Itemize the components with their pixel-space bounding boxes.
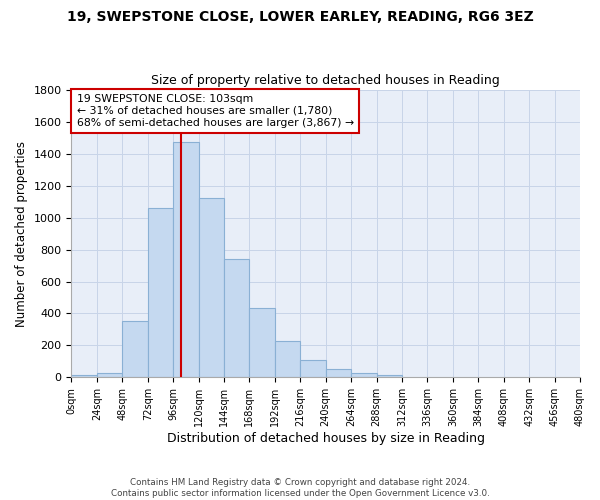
Text: Contains HM Land Registry data © Crown copyright and database right 2024.
Contai: Contains HM Land Registry data © Crown c… bbox=[110, 478, 490, 498]
Bar bbox=[173, 142, 199, 378]
X-axis label: Distribution of detached houses by size in Reading: Distribution of detached houses by size … bbox=[167, 432, 485, 445]
Text: 19, SWEPSTONE CLOSE, LOWER EARLEY, READING, RG6 3EZ: 19, SWEPSTONE CLOSE, LOWER EARLEY, READI… bbox=[67, 10, 533, 24]
Title: Size of property relative to detached houses in Reading: Size of property relative to detached ho… bbox=[151, 74, 500, 87]
Bar bbox=[224, 259, 250, 378]
Text: 19 SWEPSTONE CLOSE: 103sqm
← 31% of detached houses are smaller (1,780)
68% of s: 19 SWEPSTONE CLOSE: 103sqm ← 31% of deta… bbox=[77, 94, 354, 128]
Bar bbox=[148, 208, 173, 378]
Bar bbox=[351, 374, 377, 378]
Bar bbox=[326, 368, 351, 378]
Bar bbox=[199, 198, 224, 378]
Bar bbox=[250, 308, 275, 378]
Bar bbox=[300, 360, 326, 378]
Y-axis label: Number of detached properties: Number of detached properties bbox=[15, 140, 28, 326]
Bar bbox=[71, 375, 97, 378]
Bar bbox=[97, 372, 122, 378]
Bar bbox=[275, 342, 300, 378]
Bar bbox=[122, 320, 148, 378]
Bar bbox=[377, 375, 402, 378]
